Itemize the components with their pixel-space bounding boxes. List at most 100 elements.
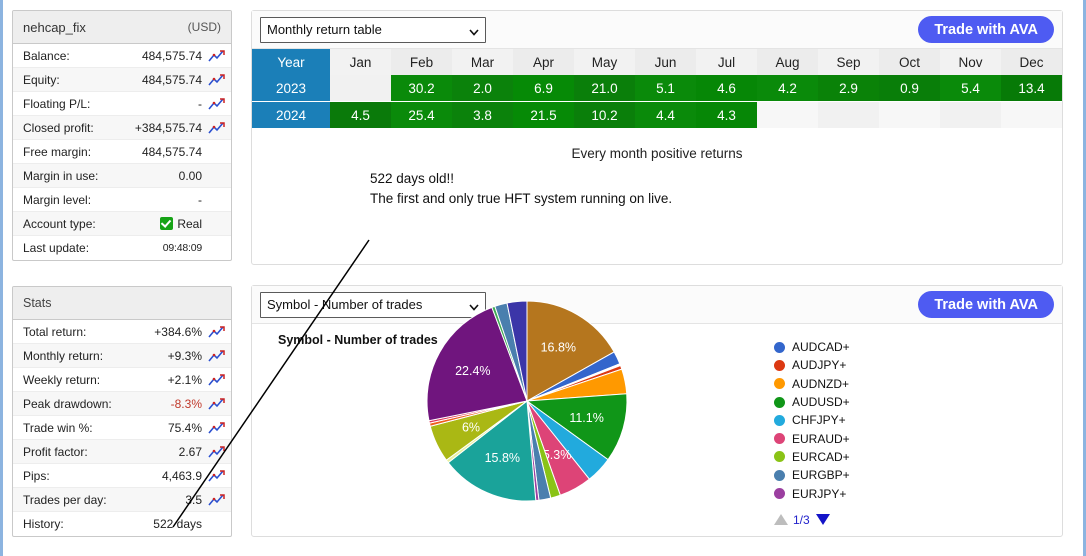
pie-chart: 16.8% 11.1% 5.3% 15.8% 6% 22.4% [420, 294, 634, 513]
legend-item[interactable]: EURAUD+ [774, 429, 850, 447]
account-label: Balance: [23, 48, 70, 63]
legend-item[interactable]: AUDCAD+ [774, 338, 850, 356]
check-icon [160, 216, 174, 230]
stats-value: 2.67 [178, 444, 202, 459]
pie-slice-label: 6% [462, 421, 480, 435]
pie-slice-label: 16.8% [541, 341, 576, 355]
account-value: - [198, 96, 202, 111]
stats-panel: Stats Total return: +384.6% Monthly return… [12, 286, 232, 537]
table-column-header: Apr [513, 49, 574, 75]
legend-item[interactable]: CHFJPY+ [774, 411, 850, 429]
pie-slice[interactable] [447, 400, 537, 502]
sparkline-icon[interactable] [208, 73, 225, 87]
account-row: Closed profit: +384,575.74 [13, 116, 231, 140]
table-cell-month-return: 4.3 [696, 101, 757, 128]
legend-page-label: 1/3 [793, 512, 810, 527]
legend-item[interactable]: AUDJPY+ [774, 356, 850, 374]
monthly-view-select[interactable]: Monthly return table [260, 16, 486, 43]
table-column-header: Aug [757, 49, 818, 75]
account-label: Account type: [23, 216, 96, 231]
table-row: 2024 4.5 25.4 3.8 21.5 10.2 4.4 4.3 [252, 101, 1062, 128]
monthly-caption: Every month positive returns [571, 146, 743, 161]
table-cell-month-return [940, 101, 1001, 128]
legend-item[interactable]: EURJPY+ [774, 484, 850, 502]
table-column-header: Mar [452, 49, 513, 75]
stats-panel-header: Stats [13, 287, 231, 320]
pie-legend: AUDCAD+ AUDJPY+ AUDNZD+ AUDUSD+ CHFJPY+ EURAU… [774, 338, 850, 527]
pie-slice-label: 5.3% [543, 448, 572, 462]
table-cell-month-return: 3.8 [452, 101, 513, 128]
legend-item[interactable]: AUDUSD+ [774, 393, 850, 411]
stats-rows: Total return: +384.6% Monthly return: +9.3%… [13, 320, 231, 536]
legend-color-dot [774, 451, 785, 463]
stats-row: Profit factor: 2.67 [13, 440, 231, 464]
account-label: Free margin: [23, 144, 92, 159]
sparkline-icon[interactable] [208, 421, 225, 435]
table-cell-month-return: 2.0 [452, 75, 513, 102]
stats-row: Pips: 4,463.9 [13, 464, 231, 488]
legend-item[interactable]: EURCAD+ [774, 448, 850, 466]
sparkline-icon[interactable] [208, 349, 225, 363]
table-cell-month-return: 30.2 [391, 75, 452, 102]
account-summary-panel: nehcap_fix (USD) Balance: 484,575.74 Equit… [12, 10, 232, 261]
stats-value: -8.3% [170, 396, 202, 411]
pie-slice[interactable] [525, 393, 628, 461]
symbol-trades-card: Symbol - Number of trades Trade with AVA… [251, 285, 1063, 537]
sparkline-icon[interactable] [208, 445, 225, 459]
account-row: Free margin: 484,575.74 [13, 140, 231, 164]
table-cell-month-return: 4.4 [635, 101, 696, 128]
legend-color-dot [774, 414, 785, 426]
legend-next-icon[interactable] [815, 514, 830, 526]
stats-value: 522 days [153, 517, 202, 531]
account-value: 09:48:09 [162, 242, 202, 254]
stats-value: +2.1% [167, 372, 202, 387]
account-currency: (USD) [187, 20, 221, 34]
table-cell-month-return: 13.4 [1001, 75, 1062, 102]
sparkline-icon[interactable] [208, 397, 225, 411]
account-value: 0.00 [178, 168, 202, 183]
stats-title: Stats [23, 296, 52, 310]
stats-row: Trades per day: 3.5 [13, 488, 231, 512]
trade-with-ava-button-bottom[interactable]: Trade with AVA [918, 291, 1054, 318]
trade-with-ava-button-top[interactable]: Trade with AVA [918, 16, 1054, 43]
legend-pager: 1/3 [774, 513, 850, 527]
stats-label: Profit factor: [23, 444, 88, 459]
sparkline-icon[interactable] [208, 97, 225, 111]
table-column-header: Sep [818, 49, 879, 75]
pie-slice[interactable] [506, 300, 528, 402]
stats-label: Weekly return: [23, 372, 101, 387]
account-name: nehcap_fix [23, 19, 86, 35]
legend-label: EURCAD+ [792, 449, 850, 464]
stats-row: Monthly return: +9.3% [13, 344, 231, 368]
table-cell-month-return: 21.0 [574, 75, 635, 102]
left-sidebar: nehcap_fix (USD) Balance: 484,575.74 Equit… [12, 10, 232, 537]
legend-prev-icon[interactable] [774, 514, 788, 526]
table-column-header: Jan [330, 49, 391, 75]
account-row: Last update: 09:48:09 [13, 236, 231, 260]
pie-slice-label: 22.4% [455, 364, 490, 378]
table-cell-month-return [879, 101, 940, 128]
legend-item[interactable]: EURGBP+ [774, 466, 850, 484]
stats-value: +9.3% [167, 348, 202, 363]
chevron-down-icon [469, 25, 479, 36]
table-column-header: Jul [696, 49, 757, 75]
legend-color-dot [774, 488, 785, 500]
table-cell-month-return [1001, 101, 1062, 128]
sparkline-icon[interactable] [208, 325, 225, 339]
table-cell-month-return: 6.9 [513, 75, 574, 102]
table-cell-month-return: 5.1 [635, 75, 696, 102]
legend-item[interactable]: AUDNZD+ [774, 375, 850, 393]
sparkline-icon[interactable] [208, 49, 225, 63]
sparkline-icon[interactable] [208, 469, 225, 483]
pie-chart-title: Symbol - Number of trades [278, 333, 438, 347]
sparkline-icon[interactable] [208, 121, 225, 135]
account-value: - [198, 192, 202, 207]
sparkline-icon[interactable] [208, 493, 225, 507]
stats-label: Total return: [23, 324, 87, 339]
pie-slice[interactable] [526, 300, 615, 402]
sparkline-icon[interactable] [208, 373, 225, 387]
legend-color-dot [774, 341, 785, 353]
pie-slice-label: 15.8% [485, 451, 520, 465]
account-value: 484,575.74 [141, 48, 202, 63]
